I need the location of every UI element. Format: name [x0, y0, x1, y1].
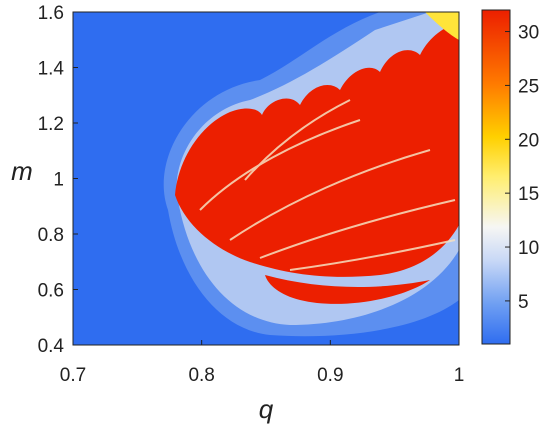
heatmap-plot — [73, 12, 459, 345]
x-axis-ticks: 0.7 0.8 0.9 1 — [60, 340, 465, 386]
x-tick-label: 1 — [454, 365, 465, 386]
x-axis-label: q — [259, 394, 274, 424]
colorbar-ticks: 5 10 15 20 25 30 — [505, 23, 539, 313]
colorbar-tick-label: 20 — [518, 130, 539, 151]
y-tick-label: 0.6 — [38, 281, 64, 302]
colorbar-gradient — [481, 9, 511, 345]
x-tick-label: 0.9 — [317, 365, 343, 386]
yellow-corner — [425, 12, 459, 40]
y-tick-label: 1.4 — [38, 59, 65, 80]
x-tick-label: 0.7 — [60, 365, 86, 386]
y-axis-ticks: 0.4 0.6 0.8 1 1.2 1.4 1.6 — [38, 3, 78, 357]
y-tick-label: 0.8 — [38, 225, 64, 246]
y-tick-label: 1 — [53, 170, 64, 191]
colorbar: 5 10 15 20 25 30 — [481, 9, 539, 345]
colorbar-tick-label: 25 — [518, 76, 539, 97]
y-tick-label: 0.4 — [38, 336, 65, 357]
y-tick-label: 1.6 — [38, 3, 64, 24]
colorbar-tick-label: 10 — [518, 238, 539, 259]
stripes — [199, 99, 456, 271]
lower-band — [265, 275, 430, 304]
colorbar-tick-label: 5 — [518, 292, 529, 313]
y-axis-label: m — [11, 156, 33, 186]
chaos-region — [175, 20, 459, 277]
x-tick-label: 0.8 — [188, 365, 214, 386]
y-tick-label: 1.2 — [38, 114, 64, 135]
colorbar-tick-label: 15 — [518, 184, 539, 205]
colorbar-tick-label: 30 — [518, 23, 539, 44]
